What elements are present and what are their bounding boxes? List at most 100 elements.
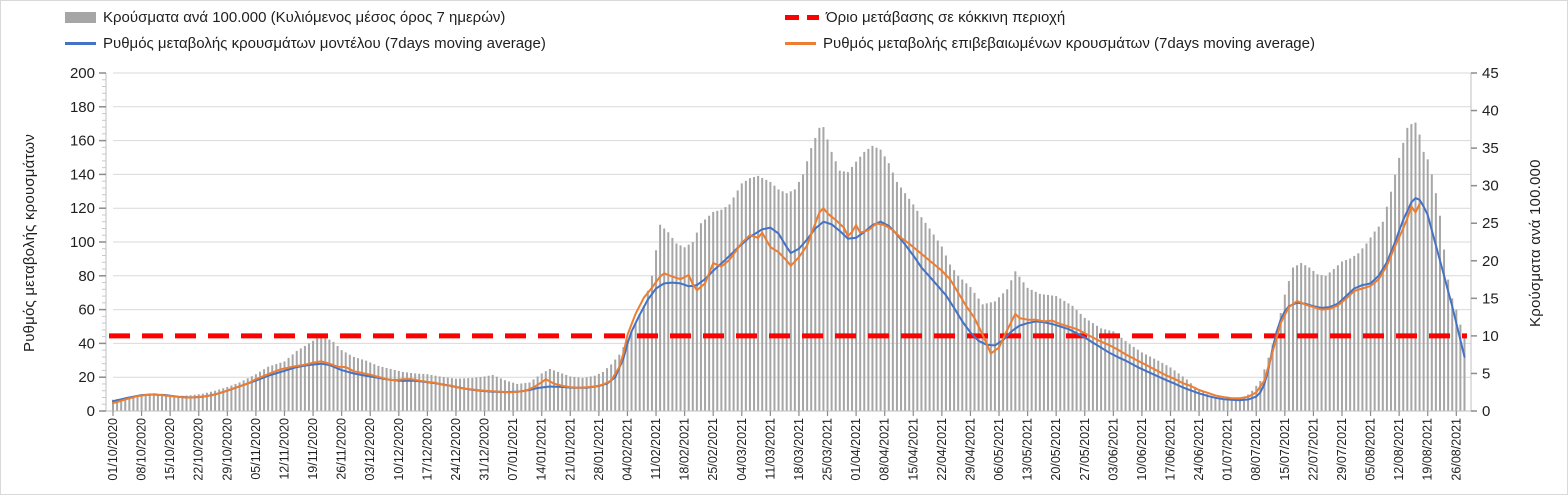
bar xyxy=(589,376,592,411)
bar xyxy=(467,378,470,411)
bar xyxy=(1087,320,1090,411)
bar xyxy=(491,374,494,411)
bar xyxy=(161,394,163,411)
bar xyxy=(728,204,731,411)
bar xyxy=(569,376,572,411)
bar xyxy=(867,148,870,412)
bar-swatch-icon xyxy=(65,12,96,23)
bar xyxy=(965,283,968,411)
bar xyxy=(565,374,568,411)
bar xyxy=(291,354,294,411)
bar xyxy=(148,393,151,411)
bar xyxy=(863,151,866,411)
bar xyxy=(1206,394,1209,411)
bar xyxy=(1198,390,1201,411)
confirmed-line xyxy=(112,203,1421,405)
bar xyxy=(336,346,339,411)
bar xyxy=(295,350,298,411)
bar xyxy=(1226,398,1229,411)
bar xyxy=(695,232,698,411)
bar xyxy=(242,380,245,411)
bar xyxy=(532,379,535,411)
bar xyxy=(438,376,441,411)
bar xyxy=(577,377,580,411)
bar xyxy=(446,377,449,411)
bar xyxy=(1263,369,1266,411)
bar xyxy=(1042,294,1045,411)
bar xyxy=(520,383,523,411)
bar xyxy=(646,290,649,411)
bar xyxy=(356,358,359,411)
bar xyxy=(307,343,310,411)
bar xyxy=(1140,352,1143,411)
bar xyxy=(581,377,584,411)
bar xyxy=(1312,270,1315,411)
bar xyxy=(136,395,139,411)
x-axis-date-label: 25/02/2021 xyxy=(706,418,720,481)
legend-item-model-line: Ρυθμός μεταβολής κρουσμάτων μοντέλου (7d… xyxy=(65,35,546,52)
bar xyxy=(993,301,996,411)
bar xyxy=(1438,215,1441,411)
bar xyxy=(679,245,682,411)
x-axis-date-label: 27/05/2021 xyxy=(1078,418,1092,481)
bar xyxy=(667,232,670,411)
bar xyxy=(969,287,972,411)
x-axis-date-label: 22/04/2021 xyxy=(935,418,949,481)
bar xyxy=(512,382,515,411)
bar xyxy=(1402,142,1405,411)
x-axis-date-label: 29/07/2021 xyxy=(1335,418,1349,481)
bar xyxy=(916,210,919,411)
left-axis-tick-label: 180 xyxy=(70,99,95,116)
bar xyxy=(426,374,429,411)
bar xyxy=(1194,386,1196,411)
right-axis-tick-label: 45 xyxy=(1482,65,1499,82)
bar xyxy=(936,240,939,411)
bar xyxy=(1328,272,1331,411)
bar xyxy=(463,378,466,411)
x-axis-date-label: 22/10/2020 xyxy=(192,418,206,481)
bar xyxy=(989,302,992,411)
bar xyxy=(552,370,555,411)
bar xyxy=(622,347,625,411)
bar xyxy=(900,187,903,411)
bar xyxy=(859,156,862,411)
bar xyxy=(361,359,364,411)
bar xyxy=(785,193,788,411)
bar xyxy=(875,147,878,412)
x-axis-date-label: 01/04/2021 xyxy=(849,418,863,481)
legend-label: Κρούσματα ανά 100.000 (Κυλιόμενος μέσος … xyxy=(103,9,506,26)
bar xyxy=(536,376,539,411)
bar xyxy=(940,246,943,411)
bar xyxy=(112,399,114,411)
bar xyxy=(1332,269,1335,411)
left-axis-tick-label: 60 xyxy=(78,302,95,319)
bar xyxy=(712,211,715,411)
bar xyxy=(981,304,984,411)
bar xyxy=(144,394,147,411)
left-axis-tick-label: 120 xyxy=(70,200,95,217)
model-line xyxy=(112,197,1466,403)
left-axis-tick-label: 80 xyxy=(78,268,95,285)
bar xyxy=(1247,394,1250,411)
x-axis-date-label: 29/10/2020 xyxy=(220,418,234,481)
bar xyxy=(544,371,547,411)
bar xyxy=(222,388,225,411)
bar xyxy=(1165,365,1168,411)
bar xyxy=(434,375,437,411)
bar xyxy=(1112,331,1115,411)
bar xyxy=(1120,337,1123,411)
bar xyxy=(1451,298,1454,411)
bar xyxy=(597,373,600,411)
bar xyxy=(957,275,960,411)
bar xyxy=(1153,358,1156,411)
bar xyxy=(1357,253,1360,411)
bar xyxy=(1116,334,1119,411)
bar xyxy=(1373,231,1376,411)
bar xyxy=(1047,294,1050,411)
bar xyxy=(487,375,490,411)
bar xyxy=(606,368,609,411)
x-axis-date-label: 22/07/2021 xyxy=(1306,418,1320,481)
bar xyxy=(753,177,756,411)
bar xyxy=(1218,397,1221,411)
